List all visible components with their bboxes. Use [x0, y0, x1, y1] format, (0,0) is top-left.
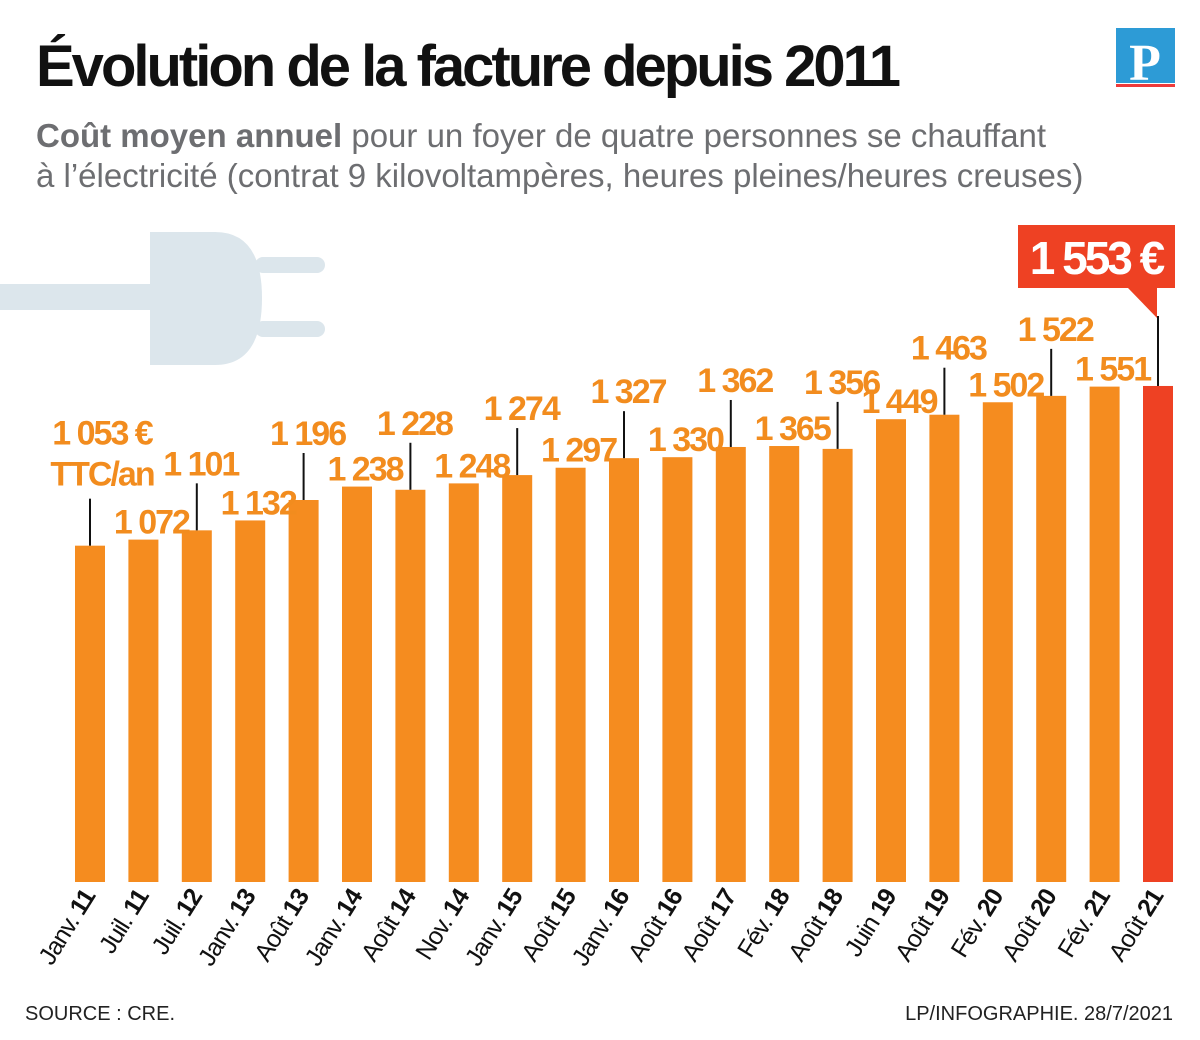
bar: [288, 499, 319, 882]
bar: [1089, 386, 1120, 882]
bar: [876, 419, 906, 882]
value-label: 1 248: [434, 447, 510, 485]
logo-letter: P: [1129, 35, 1161, 92]
logo-underline: [1116, 84, 1175, 87]
bar: [235, 520, 266, 882]
bar: [715, 446, 746, 882]
bar: [75, 545, 105, 882]
bar: [1143, 385, 1173, 882]
value-label: 1 297: [541, 432, 617, 470]
chart-title: Évolution de la facture depuis 2011: [36, 34, 900, 99]
subtitle-bold: Coût moyen annuel: [36, 117, 342, 154]
bar: [982, 402, 1013, 882]
subtitle-line-1: Coût moyen annuel pour un foyer de quatr…: [36, 117, 1046, 154]
callout-box: [1018, 225, 1175, 318]
value-label: 1 522: [1018, 311, 1094, 349]
highlight-callout: 1 553 €: [1018, 225, 1175, 386]
value-label: 1 551: [1075, 351, 1151, 389]
bar: [448, 483, 479, 882]
value-label: 1 228: [377, 405, 453, 443]
x-tick-label: Août 17: [676, 884, 742, 966]
subtitle-rest: pour un foyer de quatre personnes se cha…: [342, 117, 1046, 154]
x-tick-label: Août 20: [997, 884, 1063, 966]
value-label: 1 365: [755, 410, 831, 448]
bar: [929, 414, 960, 882]
bar: [769, 446, 800, 882]
value-label: 1 101: [163, 445, 239, 483]
value-label: 1 356: [804, 364, 880, 402]
bar: [128, 539, 159, 882]
value-label: 1 132: [221, 484, 297, 522]
x-tick-label: Août 21: [1103, 883, 1169, 966]
value-label: 1 327: [590, 373, 666, 411]
value-label: 1 274: [484, 390, 561, 428]
bar: [822, 448, 853, 882]
subtitle-line-2: à l’électricité (contrat 9 kilovoltampèr…: [36, 157, 1083, 194]
bar: [502, 475, 533, 882]
value-label: 1 502: [968, 366, 1044, 404]
x-tick-label: Août 18: [783, 883, 849, 966]
unit-label: TTC/an: [50, 456, 153, 494]
bar: [395, 489, 426, 882]
plug-icon: [0, 232, 325, 365]
x-tick-label: Juil. 11: [94, 883, 155, 958]
x-tick-label: Août 14: [356, 883, 422, 966]
bar: [662, 457, 693, 882]
bar: [342, 486, 372, 882]
value-label: 1 449: [861, 383, 937, 421]
value-label: 1 362: [697, 362, 773, 400]
bar: [609, 458, 639, 882]
value-label: 1 053 €: [52, 415, 154, 453]
logo: P: [1116, 28, 1175, 92]
value-label: 1 196: [270, 415, 346, 453]
bar: [555, 467, 586, 882]
source-note: SOURCE : CRE.: [25, 1003, 175, 1025]
credit-note: LP/INFOGRAPHIE. 28/7/2021: [905, 1003, 1173, 1025]
x-tick-label: Janv. 11: [33, 883, 101, 969]
value-label: 1 238: [327, 451, 403, 489]
value-label: 1 463: [911, 330, 987, 368]
logo-box: [1116, 28, 1175, 83]
value-label: 1 072: [114, 504, 190, 542]
bar: [181, 530, 212, 882]
x-tick-label: Août 19: [890, 884, 956, 966]
value-label: 1 553 €: [1030, 232, 1165, 284]
value-label: 1 330: [648, 421, 724, 459]
bars: [75, 385, 1173, 882]
bar: [1036, 395, 1067, 882]
